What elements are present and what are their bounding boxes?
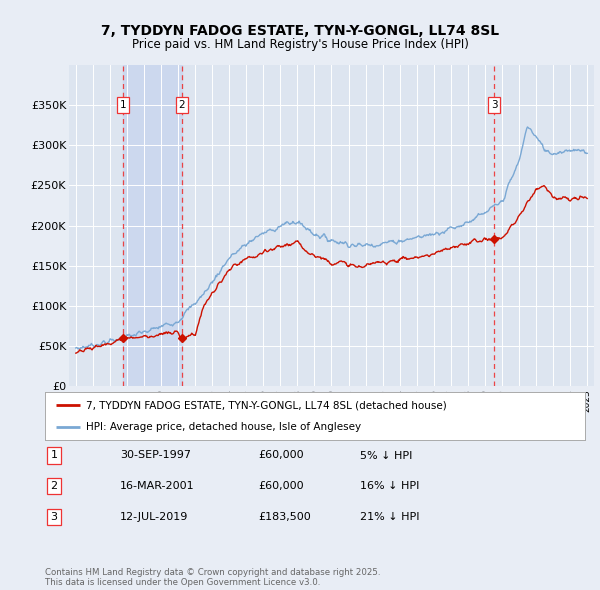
Text: 1: 1 (50, 451, 58, 460)
Text: 12-JUL-2019: 12-JUL-2019 (120, 512, 188, 522)
Text: HPI: Average price, detached house, Isle of Anglesey: HPI: Average price, detached house, Isle… (86, 422, 361, 432)
Text: £183,500: £183,500 (258, 512, 311, 522)
Text: Price paid vs. HM Land Registry's House Price Index (HPI): Price paid vs. HM Land Registry's House … (131, 38, 469, 51)
Text: 3: 3 (491, 100, 497, 110)
Text: 16-MAR-2001: 16-MAR-2001 (120, 481, 194, 491)
Text: Contains HM Land Registry data © Crown copyright and database right 2025.
This d: Contains HM Land Registry data © Crown c… (45, 568, 380, 587)
Bar (122, 65, 182, 386)
Text: 3: 3 (50, 512, 58, 522)
Text: £60,000: £60,000 (258, 451, 304, 460)
Text: 21% ↓ HPI: 21% ↓ HPI (360, 512, 419, 522)
Text: 2: 2 (178, 100, 185, 110)
Text: 7, TYDDYN FADOG ESTATE, TYN-Y-GONGL, LL74 8SL (detached house): 7, TYDDYN FADOG ESTATE, TYN-Y-GONGL, LL7… (86, 400, 446, 410)
Text: 2: 2 (50, 481, 58, 491)
Text: 1: 1 (119, 100, 126, 110)
Text: 7, TYDDYN FADOG ESTATE, TYN-Y-GONGL, LL74 8SL: 7, TYDDYN FADOG ESTATE, TYN-Y-GONGL, LL7… (101, 24, 499, 38)
Text: £60,000: £60,000 (258, 481, 304, 491)
Text: 16% ↓ HPI: 16% ↓ HPI (360, 481, 419, 491)
Text: 5% ↓ HPI: 5% ↓ HPI (360, 451, 412, 460)
Text: 30-SEP-1997: 30-SEP-1997 (120, 451, 191, 460)
